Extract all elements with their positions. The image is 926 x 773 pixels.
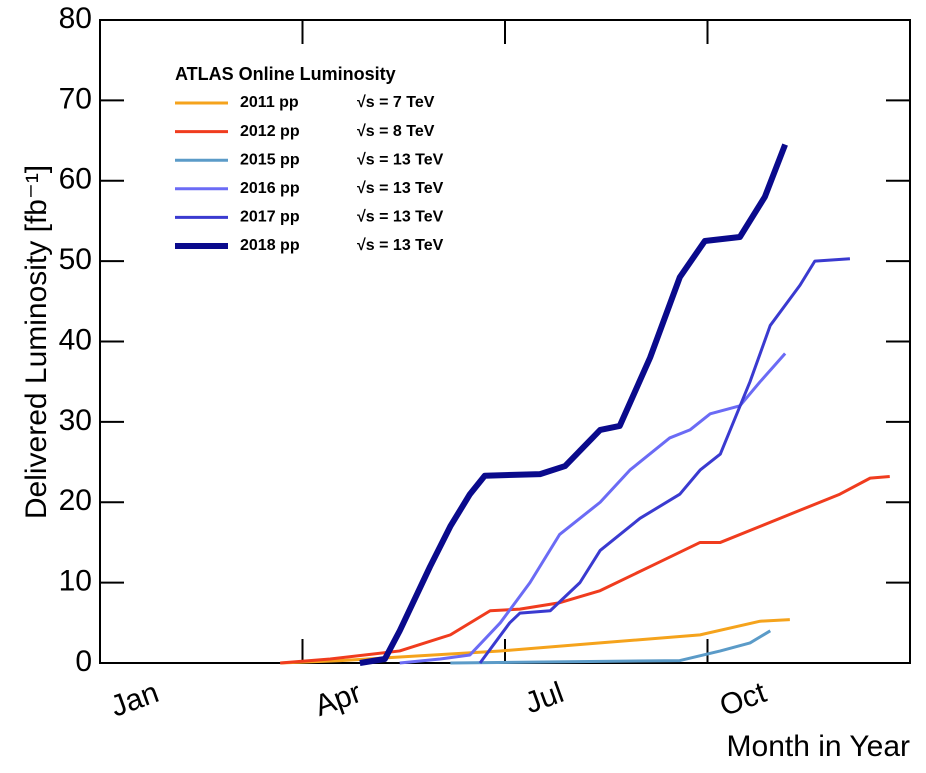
series-line xyxy=(450,629,772,665)
legend-energy: √s = 13 TeV xyxy=(357,237,444,254)
legend-name: 2017 pp xyxy=(240,209,300,226)
y-tick-label: 10 xyxy=(59,565,92,598)
series-line xyxy=(280,618,790,665)
legend-energy: √s = 13 TeV xyxy=(357,151,444,168)
plot-frame xyxy=(99,19,911,664)
x-axis-label: Month in Year xyxy=(727,730,910,763)
series-line xyxy=(399,352,787,665)
legend-energy: √s = 13 TeV xyxy=(357,180,444,197)
legend-title: ATLAS Online Luminosity xyxy=(175,64,396,84)
series-line xyxy=(478,257,851,664)
legend-name: 2016 pp xyxy=(240,180,300,197)
x-tick-label: Jan xyxy=(106,676,163,724)
x-tick-label: Apr xyxy=(310,676,365,723)
x-tick-label: Jul xyxy=(521,676,568,720)
legend-name: 2012 pp xyxy=(240,123,300,140)
legend-name: 2011 pp xyxy=(240,94,299,111)
x-tick-label: Oct xyxy=(715,676,771,723)
y-tick-label: 0 xyxy=(75,645,92,678)
y-tick-label: 70 xyxy=(59,82,92,115)
legend-energy: √s = 7 TeV xyxy=(357,94,435,111)
y-tick-label: 30 xyxy=(59,404,92,437)
legend-energy: √s = 13 TeV xyxy=(357,209,444,226)
legend-name: 2015 pp xyxy=(240,151,300,168)
y-tick-label: 40 xyxy=(59,323,92,356)
y-tick-label: 80 xyxy=(59,2,92,35)
series-line xyxy=(359,143,788,666)
y-axis-label: Delivered Luminosity [fb⁻¹] xyxy=(20,165,53,519)
y-tick-label: 50 xyxy=(59,243,92,276)
y-tick-label: 20 xyxy=(59,484,92,517)
y-tick-label: 60 xyxy=(59,163,92,196)
legend-name: 2018 pp xyxy=(240,237,300,254)
legend-energy: √s = 8 TeV xyxy=(357,123,435,140)
series-line xyxy=(280,475,890,665)
